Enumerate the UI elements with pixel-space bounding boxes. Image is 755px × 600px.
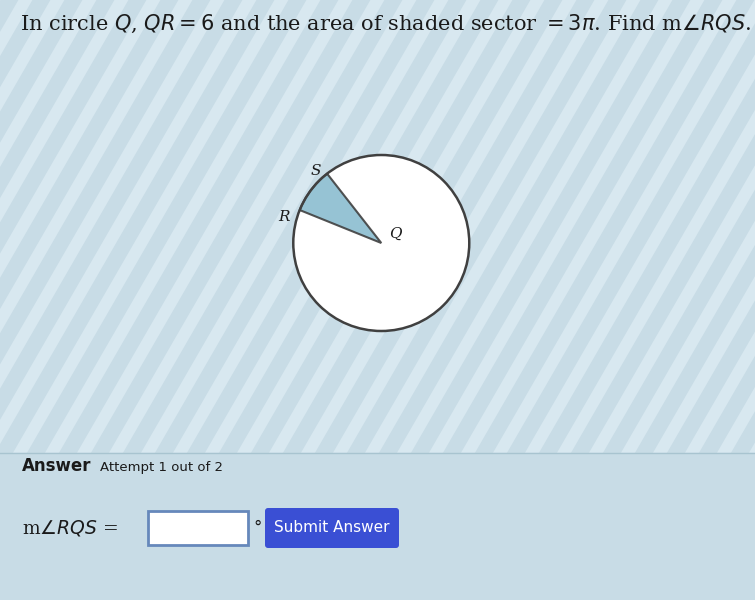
- Text: Answer: Answer: [22, 457, 91, 475]
- Polygon shape: [472, 0, 755, 600]
- Circle shape: [293, 155, 470, 331]
- Polygon shape: [664, 0, 755, 600]
- Polygon shape: [280, 0, 640, 600]
- Polygon shape: [504, 0, 755, 600]
- Polygon shape: [0, 0, 160, 600]
- Polygon shape: [0, 0, 320, 600]
- Polygon shape: [344, 0, 704, 600]
- Polygon shape: [376, 0, 736, 600]
- Polygon shape: [0, 0, 353, 600]
- Polygon shape: [440, 0, 755, 600]
- Polygon shape: [696, 0, 755, 600]
- Polygon shape: [0, 0, 97, 600]
- FancyBboxPatch shape: [265, 508, 399, 548]
- Polygon shape: [0, 0, 32, 600]
- Polygon shape: [0, 0, 193, 600]
- Polygon shape: [600, 0, 755, 600]
- Bar: [148, 511, 248, 545]
- Polygon shape: [216, 0, 576, 600]
- Polygon shape: [632, 0, 755, 600]
- Text: Q: Q: [390, 227, 402, 241]
- Polygon shape: [88, 0, 448, 600]
- Polygon shape: [184, 0, 544, 600]
- Text: m$\angle RQS$ =: m$\angle RQS$ =: [22, 518, 118, 538]
- Polygon shape: [120, 0, 480, 600]
- Polygon shape: [248, 0, 609, 600]
- Text: Attempt 1 out of 2: Attempt 1 out of 2: [100, 461, 223, 474]
- Polygon shape: [0, 0, 224, 600]
- Text: S: S: [310, 164, 321, 178]
- Polygon shape: [56, 0, 417, 600]
- Text: R: R: [278, 209, 289, 224]
- Polygon shape: [536, 0, 755, 600]
- Polygon shape: [568, 0, 755, 600]
- Polygon shape: [312, 0, 673, 600]
- Bar: [0, 453, 755, 600]
- Text: °: °: [253, 519, 261, 537]
- Polygon shape: [24, 0, 384, 600]
- Polygon shape: [0, 0, 128, 600]
- Polygon shape: [0, 0, 257, 600]
- Polygon shape: [728, 0, 755, 600]
- Polygon shape: [0, 0, 64, 600]
- Polygon shape: [0, 0, 288, 600]
- Polygon shape: [152, 0, 513, 600]
- Text: Submit Answer: Submit Answer: [274, 520, 390, 535]
- Wedge shape: [300, 173, 381, 243]
- Text: In circle $Q$, $QR = 6$ and the area of shaded sector $= 3\pi$. Find m$\angle RQ: In circle $Q$, $QR = 6$ and the area of …: [20, 13, 751, 35]
- Polygon shape: [408, 0, 755, 600]
